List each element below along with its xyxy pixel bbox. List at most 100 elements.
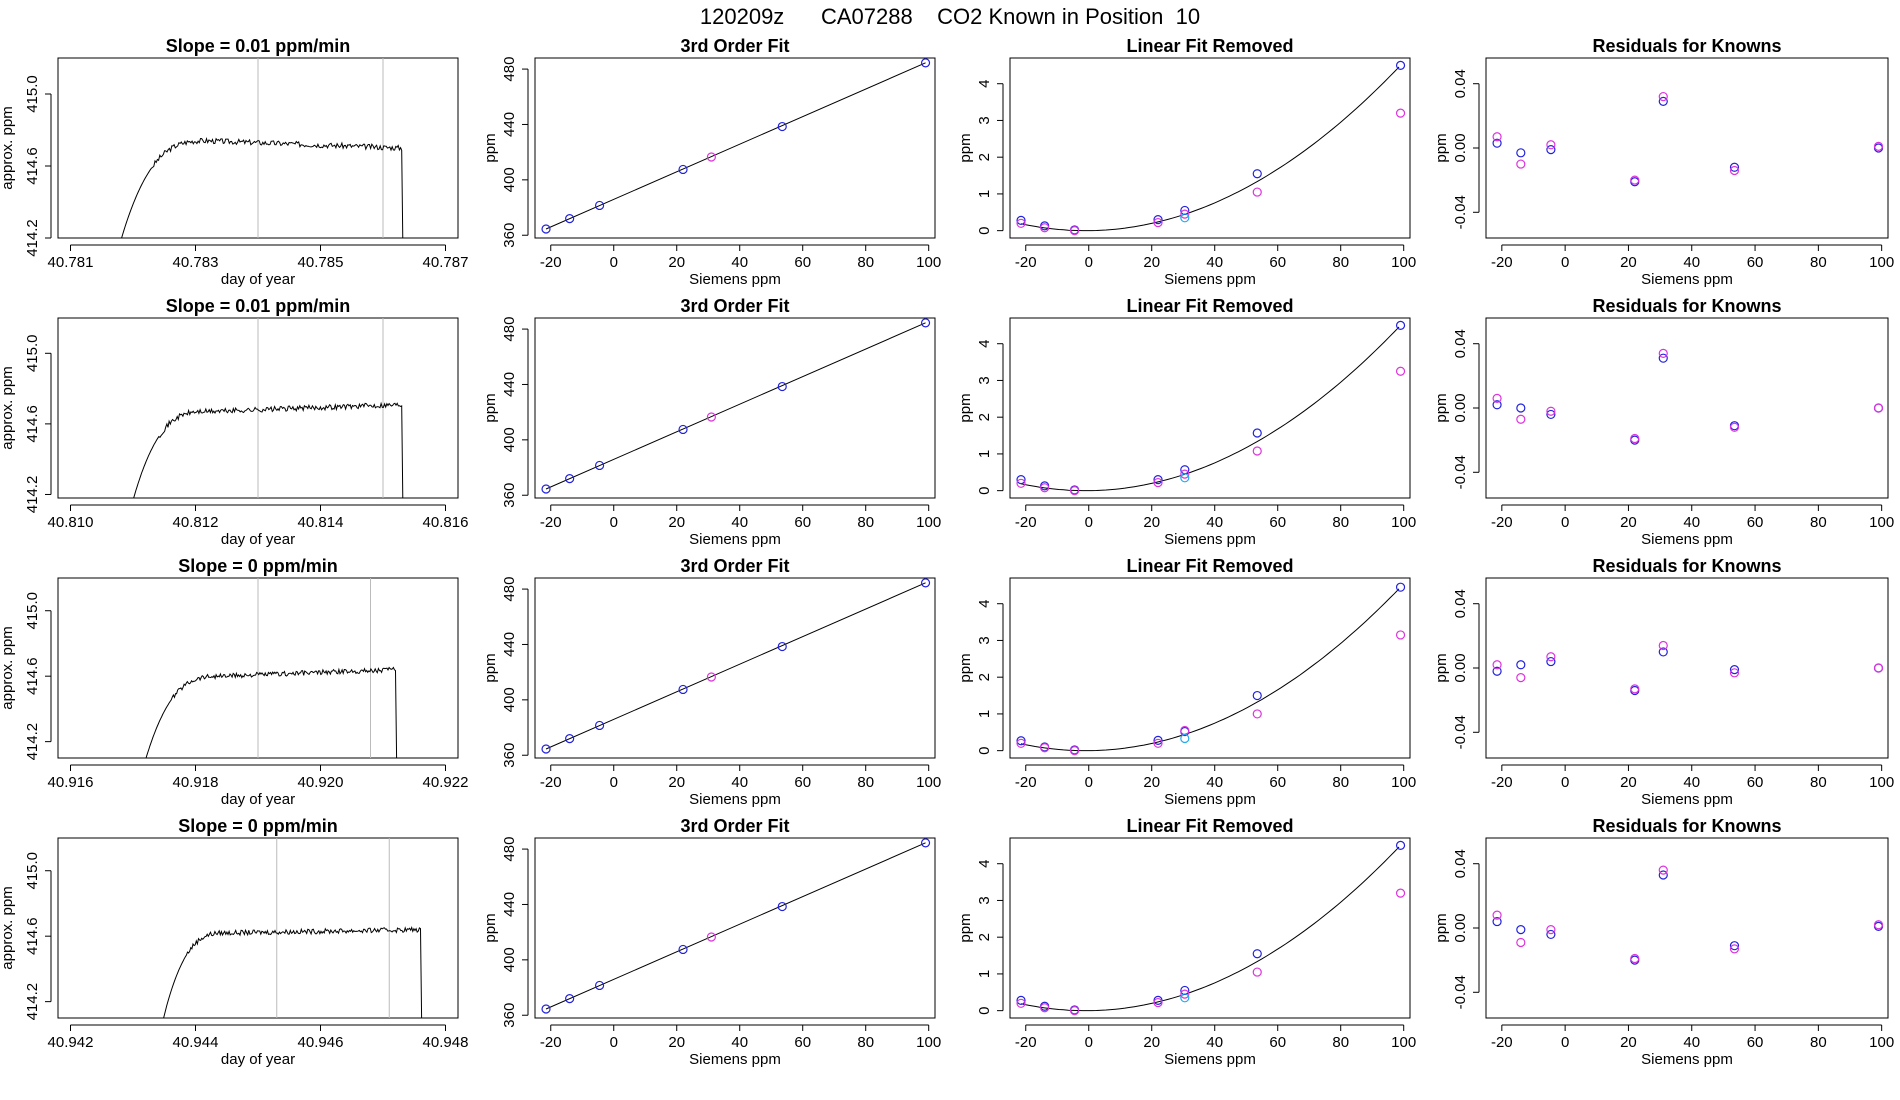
chart-title: Slope = 0.01 ppm/min bbox=[166, 36, 351, 56]
plot-frame bbox=[534, 57, 936, 239]
data-point-blue bbox=[1395, 582, 1406, 592]
x-tick-label: 100 bbox=[1869, 254, 1894, 271]
data-point-blue bbox=[1040, 481, 1050, 491]
data-point-blue bbox=[1516, 660, 1526, 670]
chart-title: Linear Fit Removed bbox=[1126, 556, 1293, 576]
chart-panel-r2c2: 3rd Order Fit -20 0 20 40 60 80 100 Siemens ppm 3… bbox=[482, 296, 941, 548]
chart-panel-r1c1: Slope = 0.01 ppm/min 40.781 40.783 40.785 40… bbox=[0, 36, 468, 288]
data-point-magenta bbox=[1153, 217, 1163, 228]
x-tick-label: 20 bbox=[668, 1034, 685, 1051]
data-point-blue bbox=[1492, 916, 1502, 927]
data-point-magenta bbox=[1153, 738, 1163, 748]
y-axis-label: ppm bbox=[1433, 913, 1450, 942]
y-tick-label: 1 bbox=[976, 970, 993, 978]
data-point-magenta bbox=[1658, 348, 1668, 358]
x-tick-label: 100 bbox=[916, 1034, 941, 1051]
data-point-magenta bbox=[1016, 738, 1026, 748]
data-point-magenta bbox=[1040, 223, 1050, 233]
y-axis-label: ppm bbox=[1433, 653, 1450, 682]
x-tick-label: 20 bbox=[1620, 1034, 1637, 1051]
data-point-cyan bbox=[1180, 993, 1190, 1003]
x-tick-label: 40 bbox=[1206, 1034, 1223, 1051]
y-tick-label: 400 bbox=[501, 947, 518, 972]
plot-frame bbox=[1009, 57, 1411, 239]
data-point-magenta bbox=[1873, 920, 1884, 930]
data-point-magenta bbox=[1516, 937, 1526, 948]
x-tick-label: 60 bbox=[1269, 254, 1286, 271]
data-point-magenta bbox=[1069, 746, 1080, 756]
x-tick-label: 60 bbox=[794, 774, 811, 791]
x-tick-label: 40.785 bbox=[298, 254, 344, 271]
x-tick-label: 40.920 bbox=[298, 774, 344, 791]
x-tick-label: 100 bbox=[1391, 1034, 1416, 1051]
data-point-magenta bbox=[1492, 910, 1502, 920]
x-tick-label: 80 bbox=[857, 1034, 874, 1051]
y-tick-label: 480 bbox=[501, 317, 518, 342]
x-tick-label: -20 bbox=[540, 254, 562, 271]
data-point-blue bbox=[565, 214, 575, 224]
x-tick-label: 100 bbox=[1391, 514, 1416, 531]
x-tick-label: 0 bbox=[1085, 774, 1093, 791]
data-point-magenta bbox=[1153, 477, 1163, 488]
x-tick-label: -20 bbox=[1015, 254, 1037, 271]
chart-panel-r4c2: 3rd Order Fit -20 0 20 40 60 80 100 Siemens ppm 3… bbox=[482, 816, 941, 1068]
x-tick-label: 0 bbox=[610, 774, 618, 791]
data-point-magenta bbox=[1016, 478, 1026, 488]
x-tick-label: 40 bbox=[1206, 514, 1223, 531]
data-point-magenta bbox=[1153, 997, 1163, 1008]
y-tick-label: 400 bbox=[501, 687, 518, 712]
y-tick-label: 3 bbox=[976, 376, 993, 384]
plot-frame bbox=[534, 317, 936, 499]
chart-panel-r1c2: 3rd Order Fit -20 0 20 40 60 80 100 Siemens ppm 3… bbox=[482, 36, 941, 288]
x-axis-label: Siemens ppm bbox=[1641, 791, 1733, 808]
y-tick-label: 414.6 bbox=[24, 405, 41, 443]
x-tick-label: 0 bbox=[610, 514, 618, 531]
x-tick-label: 80 bbox=[1332, 1034, 1349, 1051]
data-point-magenta bbox=[1395, 888, 1406, 898]
y-tick-label: 2 bbox=[976, 153, 993, 161]
data-point-blue bbox=[1729, 162, 1740, 172]
y-tick-label: 0.04 bbox=[1452, 589, 1469, 618]
x-tick-label: 40.781 bbox=[48, 254, 94, 271]
data-point-magenta bbox=[706, 412, 716, 422]
series-trace bbox=[121, 136, 404, 238]
x-axis-label: Siemens ppm bbox=[689, 271, 781, 288]
x-tick-label: 20 bbox=[1620, 254, 1637, 271]
plot-frame bbox=[57, 837, 459, 1019]
data-point-magenta bbox=[1630, 953, 1640, 964]
data-point-blue bbox=[1395, 60, 1406, 70]
chart-panel-r4c4: Residuals for Knowns -20 0 20 40 60 80 100 Sieme… bbox=[1433, 816, 1894, 1068]
x-tick-label: 0 bbox=[1561, 514, 1569, 531]
x-tick-label: 80 bbox=[857, 514, 874, 531]
data-point-blue bbox=[565, 734, 575, 744]
data-point-magenta bbox=[1180, 989, 1190, 999]
data-point-magenta bbox=[1516, 673, 1526, 683]
fit-line bbox=[545, 842, 926, 1010]
data-point-magenta bbox=[1630, 433, 1640, 444]
data-point-magenta bbox=[1252, 709, 1262, 719]
y-tick-label: 414.2 bbox=[24, 723, 41, 761]
fit-line bbox=[545, 322, 926, 490]
y-tick-label: 414.2 bbox=[24, 983, 41, 1021]
data-point-magenta bbox=[706, 152, 716, 162]
y-tick-label: 4 bbox=[976, 600, 993, 608]
data-point-cyan bbox=[1180, 733, 1190, 744]
data-point-blue bbox=[1658, 870, 1668, 880]
data-point-magenta bbox=[1630, 684, 1640, 694]
y-tick-label: 0 bbox=[976, 746, 993, 754]
y-axis-label: ppm bbox=[1433, 393, 1450, 422]
y-tick-label: 3 bbox=[976, 896, 993, 904]
data-point-magenta bbox=[1252, 187, 1262, 197]
y-axis-label: approx. ppm bbox=[0, 886, 16, 969]
data-point-blue bbox=[1016, 475, 1026, 485]
data-point-blue bbox=[1395, 840, 1406, 850]
x-axis-label: Siemens ppm bbox=[1641, 531, 1733, 548]
chart-panel-r3c3: Linear Fit Removed-20 0 20 40 60 80 100Siemens… bbox=[957, 556, 1416, 808]
x-axis-label: Siemens ppm bbox=[1641, 1051, 1733, 1068]
x-tick-label: -20 bbox=[540, 774, 562, 791]
data-point-blue bbox=[1153, 475, 1163, 485]
x-tick-label: 0 bbox=[610, 1034, 618, 1051]
y-tick-label: 2 bbox=[976, 673, 993, 681]
x-tick-label: 40 bbox=[1683, 514, 1700, 531]
x-tick-label: 40.810 bbox=[48, 514, 94, 531]
